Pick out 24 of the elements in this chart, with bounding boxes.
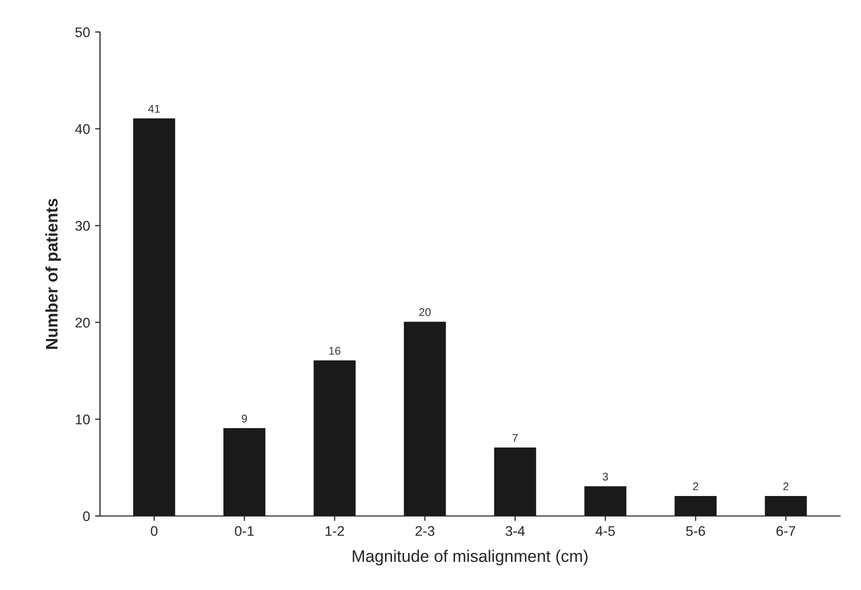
data-label: 20 <box>419 308 431 316</box>
data-label: 2 <box>693 482 698 490</box>
x-axis-title: Magnitude of misalignment (cm) <box>352 550 588 566</box>
y-tick-label: 30 <box>75 220 90 231</box>
data-label: 7 <box>512 434 518 442</box>
y-tick-label: 10 <box>76 414 90 424</box>
y-tick-label: 40 <box>75 124 90 134</box>
x-tick-label: 4-5 <box>596 526 615 536</box>
data-label: 3 <box>602 472 608 481</box>
data-label: 41 <box>148 105 160 113</box>
y-tick-label: 20 <box>76 318 90 328</box>
y-axis-title: Number of patients <box>45 198 61 349</box>
x-tick-label: 6-7 <box>776 526 796 536</box>
y-tick-label: 0 <box>83 511 90 522</box>
x-tick-label: 0-1 <box>234 526 254 536</box>
x-tick-label: 5-6 <box>686 526 706 536</box>
data-label: 9 <box>242 414 247 423</box>
x-tick-label: 3-4 <box>506 526 525 536</box>
x-tick-label: 2-3 <box>416 526 434 536</box>
data-label: 16 <box>329 346 340 355</box>
data-label: 2 <box>783 482 788 490</box>
x-tick-label: 1-2 <box>326 526 344 536</box>
y-tick-label: 50 <box>75 27 90 38</box>
x-tick-label: 0 <box>150 526 158 536</box>
